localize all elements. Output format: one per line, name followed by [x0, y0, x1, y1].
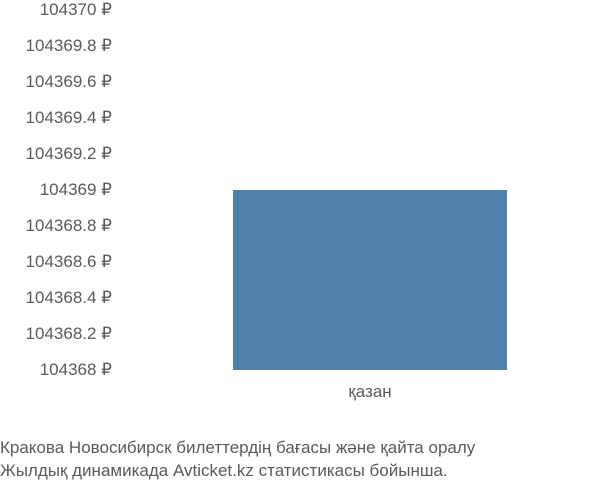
x-axis-label: қазан — [348, 382, 391, 402]
chart-area: 104370 ₽104369.8 ₽104369.6 ₽104369.4 ₽10… — [0, 10, 600, 410]
y-tick-label: 104368.8 ₽ — [26, 216, 112, 236]
y-tick-label: 104369.4 ₽ — [26, 108, 112, 128]
y-tick-label: 104369.6 ₽ — [26, 72, 112, 92]
bar — [233, 190, 507, 370]
y-tick-label: 104368.6 ₽ — [26, 252, 112, 272]
caption-line-2: Жылдық динамикада Avticket.kz статистика… — [0, 460, 600, 483]
y-tick-label: 104368.4 ₽ — [26, 288, 112, 308]
caption-line-1: Кракова Новосибирск билеттердің бағасы ж… — [0, 437, 600, 460]
caption: Кракова Новосибирск билеттердің бағасы ж… — [0, 437, 600, 483]
y-tick-label: 104369.8 ₽ — [26, 36, 112, 56]
y-axis: 104370 ₽104369.8 ₽104369.6 ₽104369.4 ₽10… — [0, 10, 120, 370]
y-tick-label: 104368.2 ₽ — [26, 324, 112, 344]
y-tick-label: 104370 ₽ — [40, 0, 112, 20]
y-tick-label: 104369.2 ₽ — [26, 144, 112, 164]
y-tick-label: 104369 ₽ — [40, 180, 112, 200]
y-tick-label: 104368 ₽ — [40, 360, 112, 380]
plot-area: қазан — [120, 10, 590, 370]
